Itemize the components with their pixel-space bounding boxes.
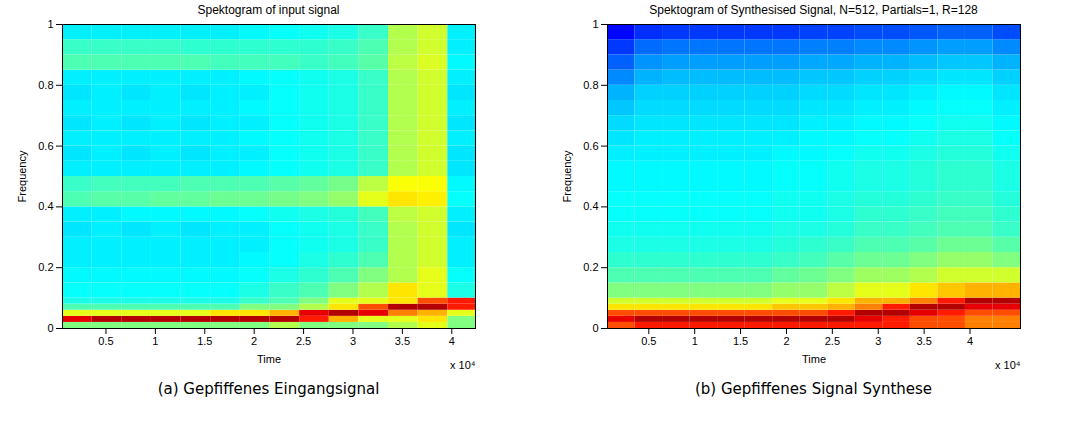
svg-text:0.2: 0.2	[38, 261, 53, 273]
svg-text:3: 3	[350, 335, 356, 347]
svg-text:0.8: 0.8	[38, 79, 53, 91]
svg-text:0.5: 0.5	[641, 335, 656, 347]
svg-text:0.4: 0.4	[583, 200, 598, 212]
svg-text:Frequency: Frequency	[16, 150, 28, 202]
svg-text:x 10⁴: x 10⁴	[450, 359, 476, 371]
html-text:Spektogram of Synthesised Sign: Spektogram of Synthesised Signal, N=512,…	[649, 3, 978, 17]
svg-text:0.6: 0.6	[583, 140, 598, 152]
svg-text:0.4: 0.4	[38, 200, 53, 212]
svg-text:4: 4	[449, 335, 455, 347]
svg-text:x 10⁴: x 10⁴	[995, 359, 1021, 371]
svg-text:0.8: 0.8	[583, 79, 598, 91]
svg-text:Time: Time	[802, 353, 826, 365]
svg-text:2.5: 2.5	[296, 335, 311, 347]
svg-text:0: 0	[47, 322, 53, 334]
html-text:Spektogram of input signal: Spektogram of input signal	[197, 3, 340, 17]
svg-text:3.5: 3.5	[395, 335, 410, 347]
svg-text:4: 4	[967, 335, 973, 347]
svg-text:Frequency: Frequency	[561, 150, 573, 202]
svg-text:1.5: 1.5	[197, 335, 212, 347]
svg-text:0.6: 0.6	[38, 140, 53, 152]
svg-text:3.5: 3.5	[916, 335, 931, 347]
svg-text:Time: Time	[257, 353, 281, 365]
svg-text:0.5: 0.5	[98, 335, 113, 347]
html-text:(b) Gepfiffenes Signal Synthes: (b) Gepfiffenes Signal Synthese	[694, 380, 932, 398]
html-text:(a) Gepfiffenes Eingangsignal: (a) Gepfiffenes Eingangsignal	[157, 380, 380, 398]
svg-text:0: 0	[592, 322, 598, 334]
svg-text:1.5: 1.5	[733, 335, 748, 347]
svg-text:1: 1	[592, 18, 598, 30]
svg-text:1: 1	[152, 335, 158, 347]
svg-text:2.5: 2.5	[825, 335, 840, 347]
svg-text:3: 3	[875, 335, 881, 347]
svg-text:0.2: 0.2	[583, 261, 598, 273]
svg-text:1: 1	[692, 335, 698, 347]
svg-text:2: 2	[783, 335, 789, 347]
svg-text:1: 1	[47, 18, 53, 30]
svg-text:2: 2	[251, 335, 257, 347]
